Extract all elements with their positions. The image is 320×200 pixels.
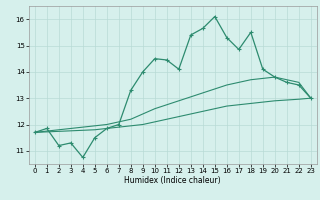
X-axis label: Humidex (Indice chaleur): Humidex (Indice chaleur) xyxy=(124,176,221,185)
